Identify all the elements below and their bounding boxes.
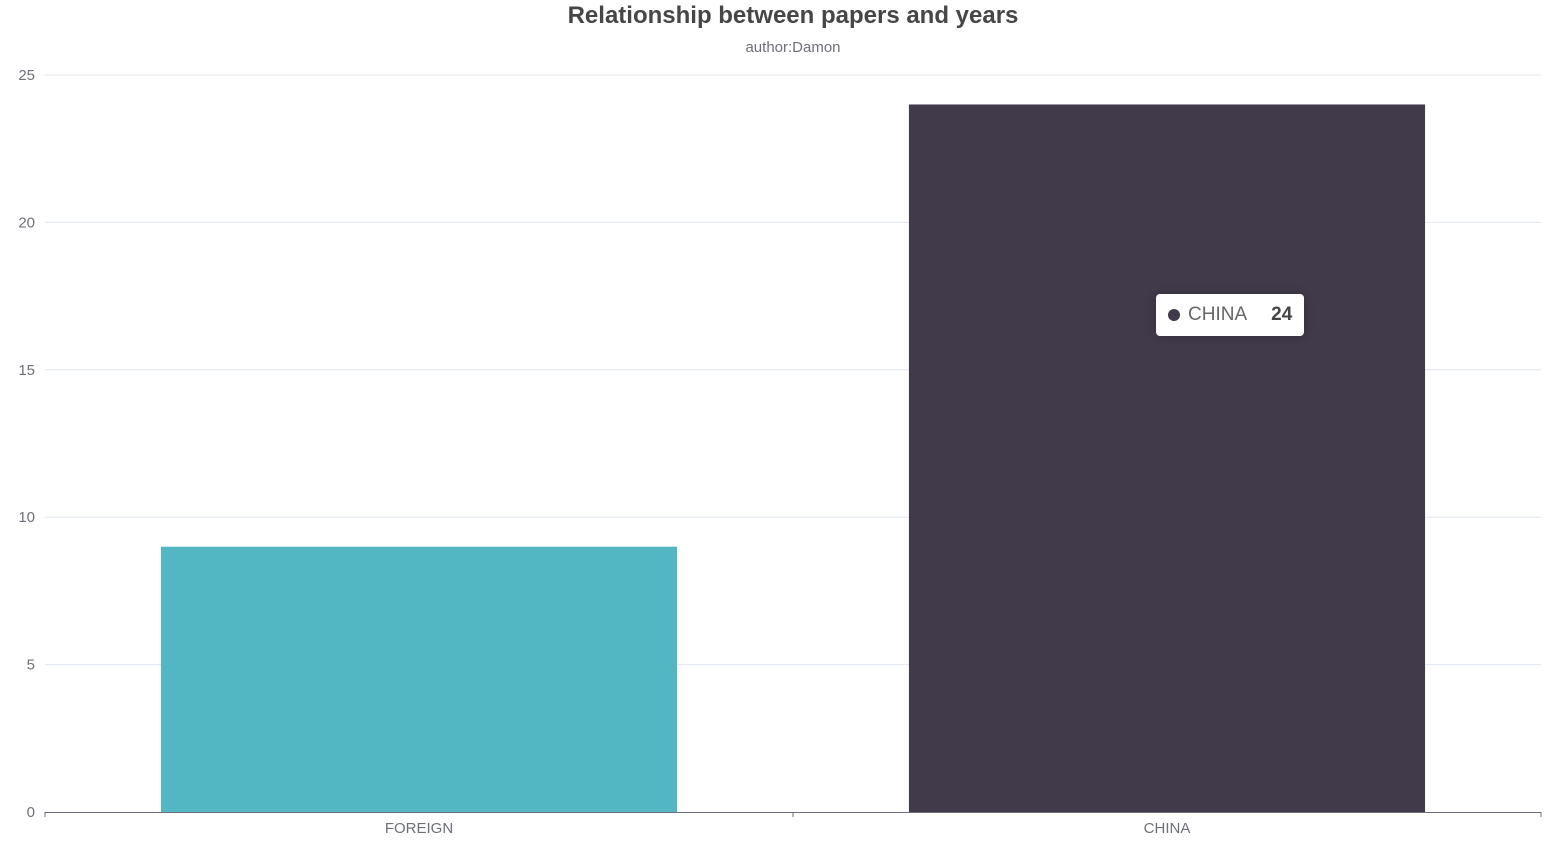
y-axis-ticks: 0 5 10 15 20 25 xyxy=(18,67,35,821)
y-tick-label: 15 xyxy=(18,362,35,379)
x-tick-label: FOREIGN xyxy=(385,820,453,837)
bar-foreign[interactable] xyxy=(160,546,678,812)
y-tick-label: 25 xyxy=(18,67,35,84)
bars xyxy=(160,104,1426,813)
tooltip: CHINA 24 xyxy=(1156,294,1305,336)
chart-subtitle: author:Damon xyxy=(745,39,840,56)
x-tick-label: CHINA xyxy=(1144,820,1191,837)
y-tick-label: 5 xyxy=(27,657,35,674)
bar-china[interactable] xyxy=(908,104,1426,813)
tooltip-series-dot-icon xyxy=(1168,309,1180,321)
tooltip-label: CHINA xyxy=(1188,304,1248,325)
y-tick-label: 20 xyxy=(18,214,35,231)
tooltip-value: 24 xyxy=(1271,304,1293,325)
chart-title: Relationship between papers and years xyxy=(568,2,1019,29)
x-axis: FOREIGN CHINA xyxy=(44,812,1542,837)
y-tick-label: 10 xyxy=(18,509,35,526)
y-tick-label: 0 xyxy=(27,804,35,821)
